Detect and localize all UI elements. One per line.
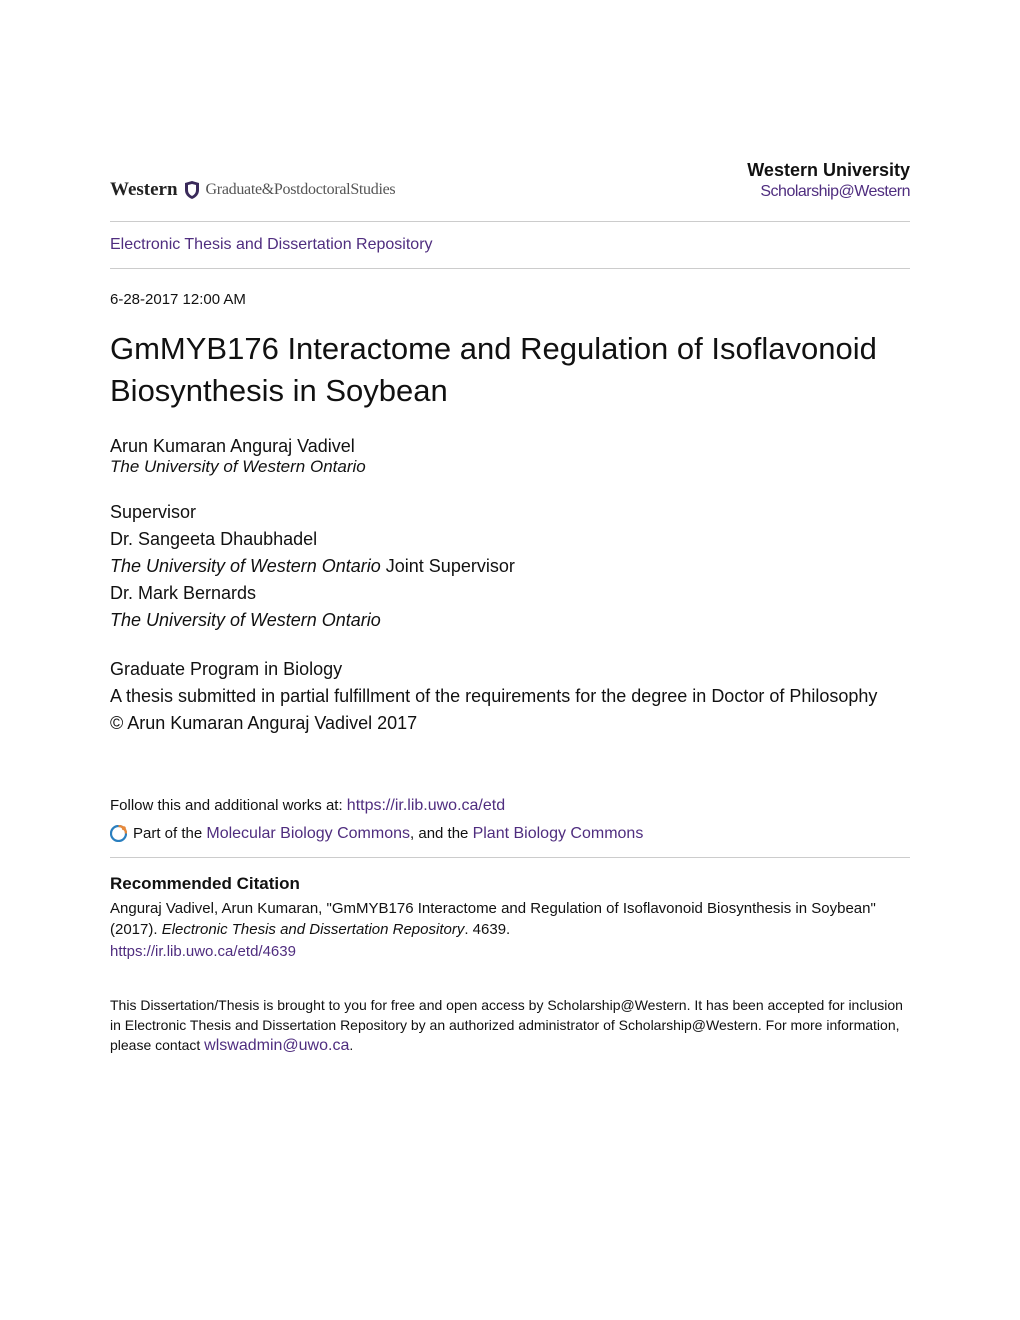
- part-of-text: Part of the Molecular Biology Commons, a…: [133, 825, 643, 843]
- author-block: Arun Kumaran Anguraj Vadivel The Univers…: [110, 436, 910, 477]
- footer-text-2: .: [349, 1037, 353, 1053]
- follow-works-link[interactable]: https://ir.lib.uwo.ca/etd: [347, 797, 505, 814]
- submission-timestamp: 6-28-2017 12:00 AM: [110, 291, 910, 308]
- joint-supervisor-label: Joint Supervisor: [386, 556, 515, 576]
- supervisor-block: Supervisor Dr. Sangeeta Dhaubhadel The U…: [110, 499, 910, 634]
- citation-repository-name: Electronic Thesis and Dissertation Repos…: [162, 921, 465, 938]
- shield-icon: [184, 181, 200, 199]
- thesis-statement: A thesis submitted in partial fulfillmen…: [110, 683, 910, 710]
- logo-secondary-text: Graduate&PostdoctoralStudies: [206, 181, 396, 199]
- follow-works-row: Follow this and additional works at: htt…: [110, 797, 910, 815]
- commons-link-1[interactable]: Molecular Biology Commons: [206, 825, 410, 842]
- citation-url-link[interactable]: https://ir.lib.uwo.ca/etd/4639: [110, 943, 910, 960]
- part-of-prefix: Part of the: [133, 825, 206, 842]
- repository-link-row: Electronic Thesis and Dissertation Repos…: [110, 222, 910, 268]
- divider-mid: [110, 268, 910, 269]
- part-of-row: Part of the Molecular Biology Commons, a…: [110, 825, 910, 843]
- follow-prefix: Follow this and additional works at:: [110, 797, 347, 814]
- supervisor-primary-line: The University of Western Ontario Joint …: [110, 553, 910, 580]
- logo-primary-text: Western: [110, 179, 178, 201]
- commons-link-2[interactable]: Plant Biology Commons: [473, 825, 644, 842]
- supervisor-heading: Supervisor: [110, 499, 910, 526]
- footer-contact-email[interactable]: wlswadmin@uwo.ca: [204, 1037, 349, 1054]
- divider-citation: [110, 857, 910, 858]
- program-block: Graduate Program in Biology A thesis sub…: [110, 656, 910, 737]
- part-of-joiner: , and the: [410, 825, 473, 842]
- access-footer-note: This Dissertation/Thesis is brought to y…: [110, 996, 910, 1058]
- site-name-link[interactable]: Scholarship@Western: [760, 183, 910, 200]
- recommended-citation-body: Anguraj Vadivel, Arun Kumaran, "GmMYB176…: [110, 898, 910, 942]
- supervisor-joint-affiliation: The University of Western Ontario: [110, 607, 910, 634]
- supervisor-primary-name: Dr. Sangeeta Dhaubhadel: [110, 526, 910, 553]
- author-affiliation: The University of Western Ontario: [110, 457, 910, 477]
- copyright-line: © Arun Kumaran Anguraj Vadivel 2017: [110, 710, 910, 737]
- document-title: GmMYB176 Interactome and Regulation of I…: [110, 328, 910, 412]
- institution-logo: Western Graduate&PostdoctoralStudies: [110, 179, 395, 201]
- repository-link[interactable]: Electronic Thesis and Dissertation Repos…: [110, 236, 433, 253]
- author-name: Arun Kumaran Anguraj Vadivel: [110, 436, 910, 457]
- supervisor-primary-affiliation: The University of Western Ontario: [110, 556, 381, 576]
- program-name: Graduate Program in Biology: [110, 656, 910, 683]
- page-header: Western Graduate&PostdoctoralStudies Wes…: [110, 160, 910, 201]
- citation-text-2: . 4639.: [464, 921, 510, 938]
- supervisor-joint-name: Dr. Mark Bernards: [110, 580, 910, 607]
- university-name: Western University: [747, 160, 910, 181]
- recommended-citation-heading: Recommended Citation: [110, 874, 910, 894]
- network-commons-icon: [110, 825, 127, 842]
- header-right-block: Western University Scholarship@Western: [747, 160, 910, 201]
